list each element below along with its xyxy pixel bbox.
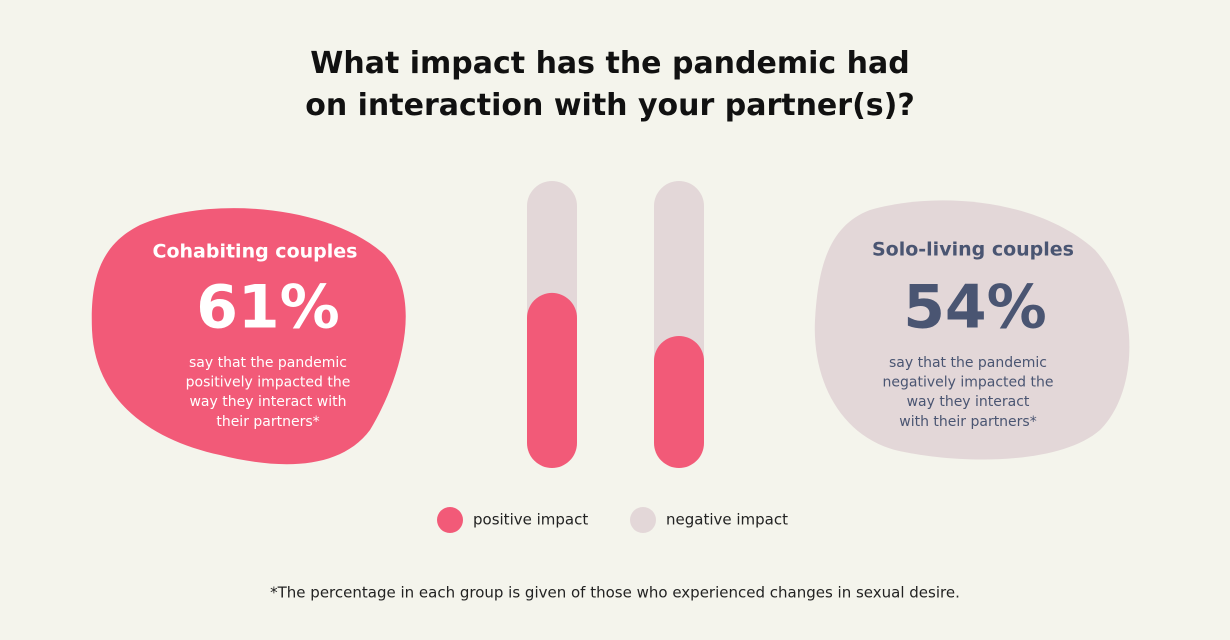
- legend-label: positive impact: [473, 511, 588, 529]
- callout-value: 54%: [903, 273, 1047, 343]
- callout-blob: [91, 208, 406, 465]
- callout-value: 61%: [196, 273, 340, 343]
- bar-segment: [527, 292, 577, 468]
- bar-group: [527, 181, 577, 468]
- callout-text: say that the pandemic positively impacted…: [186, 355, 351, 430]
- bar-segment: [654, 335, 704, 468]
- callout-text: say that the pandemic negatively impacted…: [883, 355, 1054, 430]
- callout-group: Cohabiting couples: [153, 241, 358, 263]
- legend-label: negative impact: [666, 511, 788, 529]
- legend-swatch: [437, 507, 463, 533]
- callout-blob: [814, 200, 1130, 460]
- callout-group: Solo-living couples: [872, 239, 1074, 261]
- legend-swatch: [630, 507, 656, 533]
- chart-title: What impact has the pandemic had on inter…: [305, 46, 915, 123]
- footnote: *The percentage in each group is given o…: [270, 584, 960, 602]
- bar-group: [654, 181, 704, 468]
- bar-segment: [654, 181, 704, 366]
